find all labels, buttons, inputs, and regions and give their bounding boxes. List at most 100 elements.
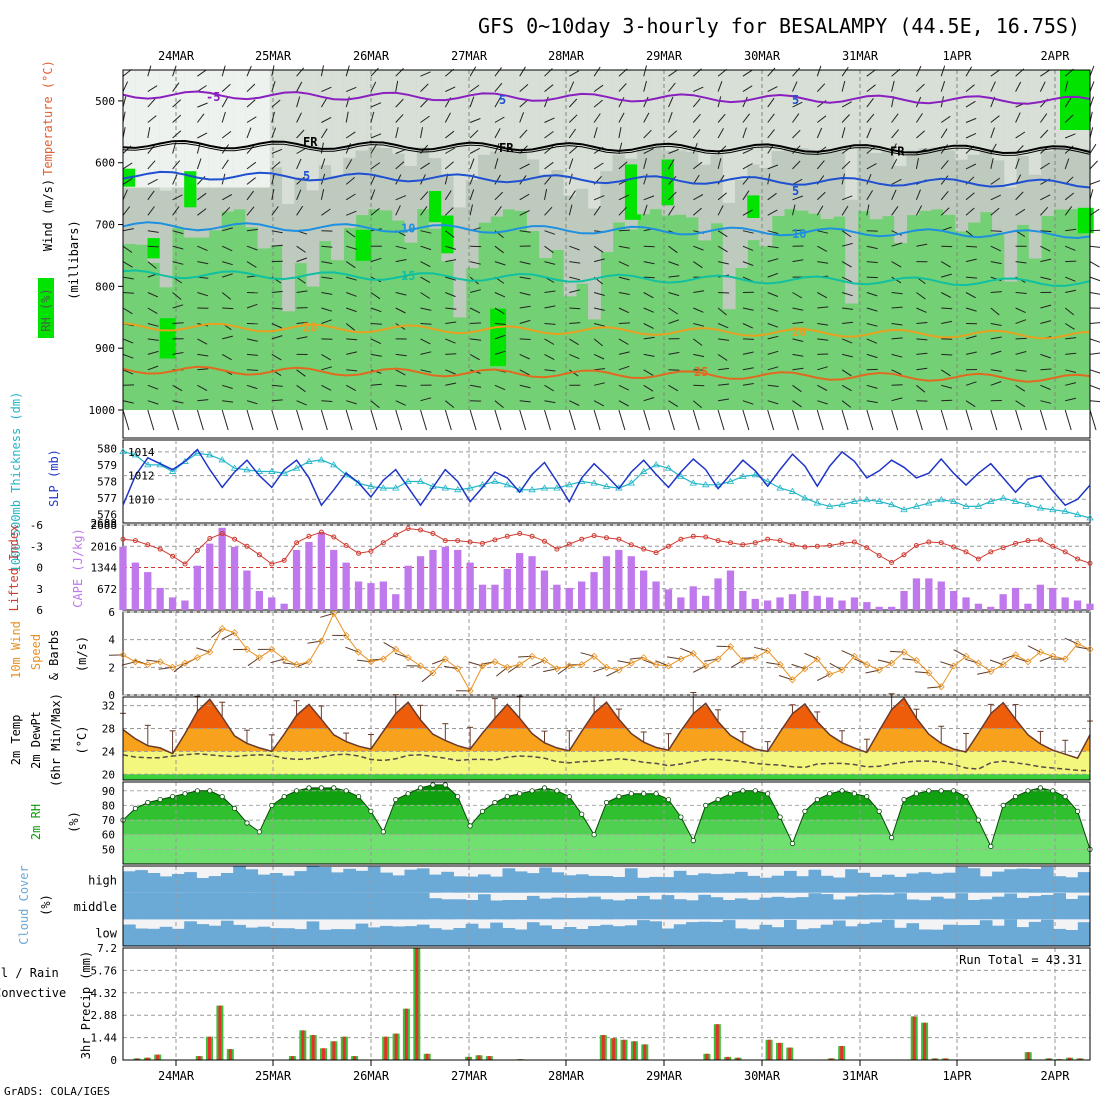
cloud-cell	[1041, 894, 1054, 920]
wind-barb	[370, 67, 379, 77]
wind-barb	[593, 245, 604, 253]
rh-point	[740, 788, 746, 794]
lifted-index-point	[343, 543, 349, 548]
wind-barb	[321, 353, 332, 361]
wind-barb	[296, 290, 308, 293]
cape-bar	[652, 581, 660, 610]
rh-point	[926, 788, 932, 794]
thickness-point	[379, 484, 388, 491]
wind-barb	[246, 161, 257, 170]
cloud-cell	[380, 892, 393, 920]
wind-barb	[618, 245, 630, 249]
wind-barb	[668, 400, 679, 408]
wind-speed-point	[342, 631, 350, 640]
cape-bar	[801, 591, 809, 610]
cape-bar	[1024, 603, 1032, 610]
cloud-cell	[796, 897, 809, 920]
wind-speed-point	[751, 654, 759, 662]
wind-barb	[246, 369, 259, 371]
wind-barb	[643, 397, 655, 402]
cloud-cell	[698, 894, 711, 920]
y-tick-label: 50	[102, 843, 115, 856]
cape-bar	[404, 565, 412, 610]
rh-saturated-patch	[355, 229, 372, 261]
rh-point	[1012, 793, 1019, 800]
wind-barb	[717, 409, 725, 431]
wind-barb	[842, 307, 854, 310]
rh-point	[665, 796, 672, 803]
wind-barb	[866, 384, 878, 389]
wind-barb	[643, 112, 650, 123]
wind-barb	[122, 409, 130, 431]
wind-barb	[816, 115, 827, 123]
panel-frame	[122, 865, 1091, 947]
precip-convective-bar	[384, 1036, 388, 1060]
rh-very-dry-column	[563, 70, 577, 196]
wind-barb	[767, 366, 779, 371]
wind-speed-point	[516, 661, 524, 669]
wind-speed-point	[888, 659, 896, 667]
wind-barb	[767, 335, 779, 340]
wind-speed-point	[280, 655, 288, 663]
rh-point	[591, 832, 597, 838]
wind-barb	[941, 353, 953, 356]
wind-barb	[172, 194, 183, 201]
lifted-index-line	[122, 527, 1091, 565]
wind-speed-point	[912, 656, 921, 664]
wind-barb	[767, 209, 778, 216]
wind-barb	[767, 192, 777, 201]
wind-speed-point	[1061, 655, 1069, 663]
wind-barb	[122, 178, 133, 185]
thickness-point	[1036, 504, 1045, 511]
wind-barb	[494, 245, 505, 254]
rh-very-dry-column	[698, 70, 712, 165]
wind-barb	[668, 112, 673, 123]
wind-barb	[792, 129, 801, 139]
wind-speed-point	[528, 652, 536, 660]
cloud-cell	[820, 924, 834, 946]
cloud-cell	[624, 925, 638, 946]
wind-barb	[320, 97, 328, 108]
rh-point	[1000, 802, 1006, 809]
cloud-cell	[282, 875, 295, 893]
wind-barb	[940, 65, 946, 77]
wind-barb	[643, 129, 652, 139]
wind-barb	[841, 242, 853, 247]
cape-bar	[1061, 597, 1069, 610]
wind-barb	[1065, 397, 1077, 402]
date-label: 26MAR	[353, 49, 390, 63]
wind-barb	[668, 69, 678, 77]
wind-barb	[941, 320, 953, 324]
wind-barb	[320, 128, 328, 139]
wind-barb	[494, 206, 502, 216]
wind-barb	[668, 205, 675, 216]
wind-barb	[1040, 276, 1052, 281]
cape-bar	[416, 556, 425, 610]
wind-barb	[321, 319, 332, 324]
wind-speed-point	[1049, 652, 1057, 660]
cloud-cell	[1028, 921, 1042, 946]
cloud-cell	[1077, 895, 1091, 920]
wind-barb	[866, 276, 878, 279]
wind-barb	[568, 158, 574, 170]
wind-barb	[519, 112, 525, 123]
wind-barb	[1089, 180, 1100, 185]
wind-barb	[618, 229, 630, 232]
wind-barb	[346, 245, 357, 250]
wind-barb	[940, 115, 951, 123]
wind-barb	[841, 292, 853, 297]
rh-very-dry-column	[930, 70, 944, 148]
wind-barb	[197, 353, 209, 357]
wind-barb	[246, 127, 252, 139]
cape-bar	[268, 597, 276, 610]
chart-title: GFS 0~10day 3-hourly for BESALAMPY (44.5…	[478, 14, 1080, 38]
cape-bar	[181, 600, 189, 610]
y-tick-label: 2.88	[91, 1009, 118, 1022]
wind-barb	[593, 323, 605, 327]
wind-barb	[172, 384, 183, 392]
wind-barb	[568, 173, 573, 185]
precip-convective-bar	[612, 1038, 616, 1060]
cloud-cell	[673, 899, 687, 920]
wind-barb	[990, 177, 1001, 185]
